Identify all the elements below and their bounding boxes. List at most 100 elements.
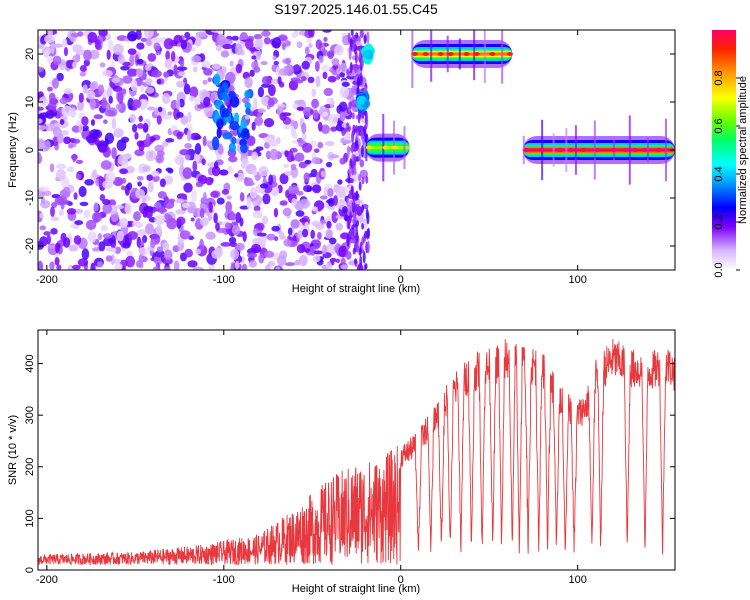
spectrogram-cell — [257, 232, 267, 237]
spectrogram-cell — [117, 53, 125, 65]
spectrogram-cell — [218, 169, 229, 176]
spectrogram-cell — [322, 244, 327, 255]
spectrogram-cell — [354, 51, 358, 64]
spectrogram-cell — [178, 71, 186, 77]
spectrogram-cell — [331, 211, 339, 223]
spectrogram-cell — [195, 248, 202, 255]
spectrogram-cell — [199, 208, 205, 219]
spectrogram-x-tick-label: -200 — [36, 274, 58, 286]
spectrogram-cell — [359, 30, 364, 39]
spectrogram-cell — [207, 77, 213, 83]
spectrogram-cell — [265, 150, 272, 160]
spectrogram-cell — [96, 261, 104, 268]
spectrogram-cell — [339, 109, 346, 122]
spectrogram-cell — [117, 154, 129, 166]
spectrogram-cell — [349, 61, 353, 74]
spectrogram-cell — [147, 52, 157, 62]
spectrogram-cell — [299, 198, 310, 209]
spectrogram-cell — [98, 175, 103, 188]
spectrogram-cell — [139, 84, 145, 93]
spectrogram-cell — [338, 245, 348, 258]
spectrogram-cell — [163, 249, 173, 261]
spectrogram-cell — [234, 43, 243, 56]
spectrogram-cell — [309, 245, 316, 256]
spectrogram-cell — [275, 266, 281, 270]
spectrogram-cell — [190, 217, 195, 222]
spectrogram-cell — [174, 155, 185, 166]
spectrogram-cell — [129, 54, 135, 67]
spectrogram-cell — [241, 157, 249, 168]
spectrogram-cell — [167, 168, 174, 174]
spectrogram-cell — [127, 231, 139, 240]
spectrogram-cell — [97, 84, 105, 95]
spectrogram-cell — [111, 77, 120, 84]
spectrogram-cell — [199, 216, 210, 227]
spectrogram-cell — [189, 95, 195, 102]
spectrogram-cell — [226, 195, 232, 200]
spectrogram-cell — [366, 211, 370, 225]
spectrogram-cell — [179, 60, 185, 67]
spectrogram-cell — [85, 134, 97, 144]
spectrogram-cell — [87, 32, 98, 43]
snr-x-tick-label: 0 — [398, 574, 404, 586]
spectrogram-cell — [317, 121, 323, 132]
spectrogram-cell — [253, 98, 258, 110]
spectrogram-cell — [83, 59, 90, 67]
spectrogram-cell — [228, 236, 237, 244]
spectrogram-cell — [114, 262, 123, 270]
spectrogram-cell — [234, 260, 240, 270]
spectrogram-cell — [176, 209, 183, 215]
spectrogram-cell — [164, 58, 173, 69]
spectrogram-cell — [151, 69, 162, 78]
spectrogram-cell — [273, 207, 279, 218]
spectrogram-cell — [364, 262, 368, 270]
spectrogram-cell — [322, 30, 332, 33]
spectrogram-cell — [294, 79, 304, 84]
spectrogram-cell — [102, 70, 113, 77]
spectrogram-cell — [355, 199, 364, 205]
spectrogram-cell — [319, 195, 328, 200]
spectrogram-cell — [38, 152, 42, 164]
spectrogram-cell — [359, 159, 365, 168]
spectrogram-bead — [539, 148, 546, 152]
colorbar-label: Normalized spectral amplitude — [737, 76, 749, 224]
spectrogram-cell — [66, 166, 75, 173]
spectrogram-cell — [283, 238, 292, 247]
spectrogram-cell — [253, 205, 261, 212]
spectrogram-cell — [263, 37, 271, 45]
spectrogram-cell — [175, 98, 181, 110]
spectrogram-cell — [180, 115, 189, 125]
snr-frame — [37, 329, 676, 571]
spectrogram-cell — [246, 197, 252, 210]
spectrogram-cell — [353, 258, 357, 265]
spectrogram-cell — [202, 79, 208, 85]
spectrogram-cell — [180, 39, 187, 50]
spectrogram-cell — [127, 98, 134, 111]
spectrogram-cell — [54, 257, 60, 266]
spectrogram-cell — [120, 65, 130, 71]
spectrogram-cell — [347, 32, 351, 43]
spectrogram-bead — [489, 52, 496, 56]
colorbar-gradient — [712, 30, 736, 270]
spectrogram-cell — [63, 237, 71, 248]
spectrogram-cell — [113, 128, 124, 138]
spectrogram-cell — [52, 126, 62, 138]
spectrogram-cell — [211, 165, 221, 177]
spectrogram-cell — [51, 77, 59, 89]
snr-y-tick-label: 200 — [24, 458, 36, 476]
spectrogram-cell — [352, 39, 356, 50]
spectrogram-cell — [50, 216, 60, 222]
spectrogram-cell — [222, 43, 233, 50]
spectrogram-cell — [142, 165, 151, 172]
spectrogram-cell — [103, 119, 108, 124]
spectrogram-cell — [355, 231, 359, 243]
spectrogram-cell — [163, 266, 171, 270]
spectrogram-cell — [164, 212, 170, 220]
spectrogram-cell — [251, 169, 258, 176]
spectrogram-cell — [349, 100, 353, 110]
spectrogram-cell — [156, 115, 162, 125]
spectrogram-cell — [57, 195, 68, 205]
spectrogram-cell — [84, 179, 94, 186]
spectrogram-cell — [355, 32, 359, 39]
spectrogram-cell — [120, 185, 126, 191]
